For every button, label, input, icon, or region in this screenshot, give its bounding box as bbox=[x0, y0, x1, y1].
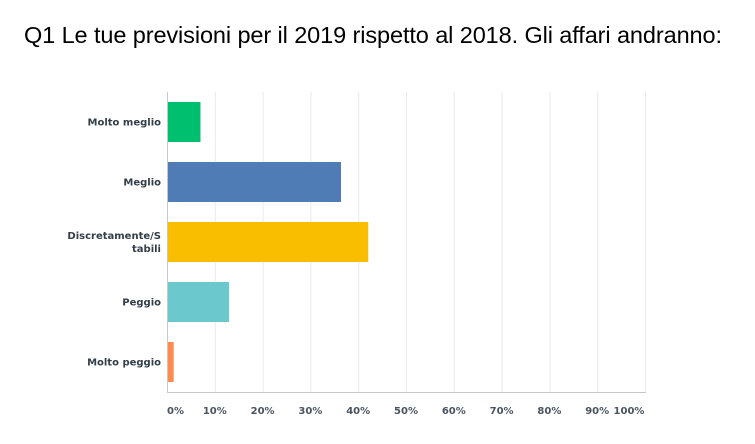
bar bbox=[168, 222, 369, 262]
x-tick-label: 50% bbox=[394, 406, 418, 417]
x-tick-label: 70% bbox=[490, 406, 514, 417]
category-label: Meglio bbox=[123, 178, 161, 189]
bar bbox=[168, 282, 230, 322]
category-label: Peggio bbox=[122, 298, 161, 309]
bars bbox=[168, 102, 369, 382]
x-tick-label: 40% bbox=[346, 406, 370, 417]
x-tick-label: 0% bbox=[167, 406, 184, 417]
bar bbox=[168, 342, 174, 382]
category-label: Molto meglio bbox=[88, 118, 162, 129]
x-tick-label: 90% bbox=[585, 406, 609, 417]
chart-title: Q1 Le tue previsioni per il 2019 rispett… bbox=[24, 22, 722, 48]
x-tick-label: 20% bbox=[251, 406, 275, 417]
bar bbox=[168, 162, 341, 202]
x-tick-label: 80% bbox=[537, 406, 561, 417]
x-tick-label: 60% bbox=[442, 406, 466, 417]
tick-labels: 0% 10% 20% 30% 40% 50% 60% 70% 80% 90% 100% bbox=[167, 406, 644, 417]
x-tick-label: 10% bbox=[203, 406, 227, 417]
x-tick-label: 100% bbox=[614, 406, 645, 417]
category-labels: Molto meglio Meglio Discretamente/S tabili P… bbox=[67, 118, 161, 369]
category-label: Molto peggio bbox=[87, 358, 161, 369]
axes bbox=[167, 92, 646, 393]
bar bbox=[168, 102, 201, 142]
x-tick-label: 30% bbox=[298, 406, 322, 417]
category-label: Discretamente/S tabili bbox=[67, 231, 161, 255]
